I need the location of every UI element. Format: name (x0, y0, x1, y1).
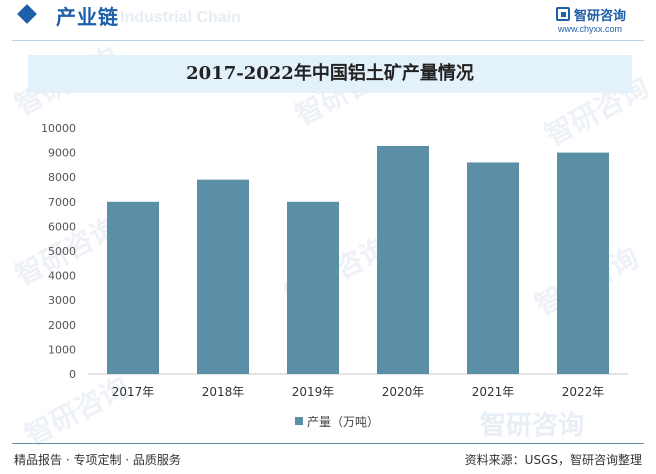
logo-name: 智研咨询 (574, 9, 627, 24)
header: 产业链 Industrial Chain 智研咨询 www.chyxx.com (0, 0, 656, 34)
y-tick-label: 8000 (48, 171, 76, 184)
x-tick-label: 2017年 (112, 385, 155, 399)
x-tick-label: 2021年 (472, 385, 515, 399)
bar (107, 201, 159, 374)
header-divider (12, 40, 644, 41)
bar (287, 201, 339, 374)
logo-icon (556, 7, 570, 21)
bar (557, 152, 609, 374)
footer-source: 资料来源：USGS，智研咨询整理 (464, 453, 642, 467)
logo-url: www.chyxx.com (558, 24, 623, 34)
x-tick-label: 2022年 (562, 385, 605, 399)
header-ghost-text: Industrial Chain (120, 9, 241, 26)
legend-label: 产量（万吨） (307, 415, 380, 429)
chart-title-band: 2017-2022年中国铝土矿产量情况 (28, 55, 632, 93)
x-tick-label: 2018年 (202, 385, 245, 399)
x-tick-label: 2019年 (292, 385, 335, 399)
legend-swatch (295, 417, 303, 425)
y-tick-label: 4000 (48, 270, 76, 283)
y-tick-label: 3000 (48, 294, 76, 307)
footer-divider (12, 443, 644, 444)
bar (197, 179, 249, 374)
y-tick-label: 2000 (48, 319, 76, 332)
y-tick-label: 9000 (48, 147, 76, 160)
bar (377, 145, 429, 374)
chart-title: 2017-2022年中国铝土矿产量情况 (186, 63, 474, 84)
y-tick-label: 10000 (41, 122, 76, 135)
y-tick-label: 1000 (48, 343, 76, 356)
y-tick-label: 5000 (48, 245, 76, 258)
footer-tagline: 精品报告 · 专项定制 · 品质服务 (14, 453, 181, 467)
y-tick-label: 6000 (48, 220, 76, 233)
x-tick-label: 2020年 (382, 385, 425, 399)
brand-logo: 智研咨询 www.chyxx.com (556, 4, 638, 36)
page-title: 产业链 (56, 5, 119, 29)
y-tick-label: 0 (69, 368, 76, 381)
y-tick-label: 7000 (48, 196, 76, 209)
bar (467, 162, 519, 374)
